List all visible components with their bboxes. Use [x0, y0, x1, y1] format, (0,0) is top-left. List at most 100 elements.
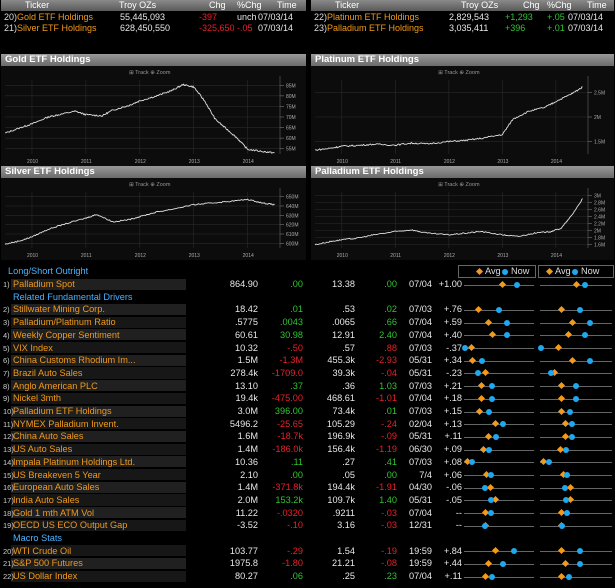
- correlation-value: -.06: [446, 482, 462, 493]
- chart-area[interactable]: ⊞ Track ⊕ Zoom 2010 2011 2012 2013 2014 2.5M 2M…: [311, 66, 614, 166]
- table-row[interactable]: 21) Silver ETF Holdings 628,450,550 -325,65…: [1, 23, 306, 34]
- row-name: Palladium Spot: [13, 279, 75, 289]
- now-marker: [587, 319, 594, 326]
- chart-area[interactable]: ⊞ Track ⊕ Zoom 2010 2011 2012 2013 2014 3M 2.8M…: [311, 178, 614, 260]
- silver-etf-chart: Silver ETF Holdings ⊞ Track ⊕ Zoom 2010 20…: [1, 166, 306, 260]
- last-value: 1.4M: [237, 444, 258, 455]
- series-line: [4, 83, 275, 154]
- range-line: [464, 322, 534, 324]
- monitor-row[interactable]: 9) Nickel 3mth 19.4k -475.00 468.61 -1.01 07/0…: [0, 392, 615, 405]
- now-marker: [573, 383, 579, 390]
- row-band: [11, 278, 186, 290]
- avg-marker: [572, 280, 580, 288]
- monitor-row[interactable]: 16) European Auto Sales 1.4M -371.8k 194.4k -…: [0, 481, 615, 494]
- monitor-row[interactable]: 5) VIX Index 10.32 -.50 .57 .88 07/03 -.37: [0, 342, 615, 355]
- avg-marker: [561, 432, 569, 440]
- monitor-row[interactable]: 11) NYMEX Palladium Invent. 5496.2 -25.65 10…: [0, 418, 615, 431]
- row-number: 10): [3, 407, 14, 416]
- last-value: 3.0M: [237, 406, 258, 416]
- range-line: [540, 462, 612, 464]
- track-zoom-controls[interactable]: ⊞ Track ⊕ Zoom: [438, 70, 480, 76]
- y-tick-label: 640M: [286, 204, 299, 210]
- row-name: European Auto Sales: [13, 482, 100, 493]
- zscore-change: -.03: [381, 507, 397, 518]
- row-number: 21): [4, 23, 18, 33]
- row-number: 23): [314, 23, 328, 33]
- monitor-row[interactable]: 12) China Auto Sales 1.6M -18.7k 196.9k -.09 0…: [0, 430, 615, 443]
- row-name: US Dollar Index: [13, 571, 78, 582]
- correlation-value: +.18: [443, 393, 462, 404]
- std-dev-value: 1.54: [337, 545, 355, 556]
- monitor-row[interactable]: 19) OECD US ECO Output Gap -3.52 -.10 3.16 -.…: [0, 519, 615, 532]
- now-marker: [499, 560, 506, 567]
- chart-area[interactable]: ⊞ Track ⊕ Zoom 2010 2011 2012 2013 2014 650M 64…: [1, 178, 306, 260]
- monitor-row[interactable]: 6) China Customs Rhodium Im... 1.5M -1.3M 45…: [0, 354, 615, 367]
- date-value: 07/04: [409, 571, 432, 582]
- monitor-row[interactable]: 8) Anglo American PLC 13.10 .37 .36 1.03 07/03…: [0, 380, 615, 393]
- pct-chg-value: +.01: [547, 23, 565, 33]
- zscore-change: -.09: [381, 431, 397, 442]
- monitor-row[interactable]: 7) Brazil Auto Sales 278.4k -1709.0 39.3k -.0…: [0, 367, 615, 380]
- row-number: 17): [3, 495, 14, 505]
- range-line: [540, 360, 612, 362]
- row-number: 11): [3, 419, 14, 429]
- now-marker: [581, 281, 588, 288]
- monitor-row[interactable]: 13) US Auto Sales 1.4M -186.0k 156.4k -1.19 06…: [0, 443, 615, 456]
- last-value: 11.22: [235, 507, 258, 518]
- change-value: .06: [290, 571, 303, 582]
- range-line: [540, 424, 612, 426]
- table-row[interactable]: 23) Palladium ETF Holdings 3,035,411 +396 +.…: [311, 23, 614, 34]
- header-ticker: Ticker: [25, 0, 50, 10]
- monitor-row[interactable]: 22) US Dollar Index 80.27 .06 .25 .23 07/04 +.1…: [0, 570, 615, 583]
- now-marker: [564, 510, 571, 517]
- now-marker: [489, 395, 495, 402]
- monitor-row[interactable]: 17) India Auto Sales 2.0M 153.2k 109.7k 1.40 0…: [0, 494, 615, 507]
- monitor-row[interactable]: 2) Stillwater Mining Corp. 18.42 .01 .53 .02 0…: [0, 303, 615, 316]
- y-tick-label: 75M: [286, 104, 296, 110]
- monitor-row[interactable]: 21) S&P 500 Futures 1975.8 -1.80 21.21 -.08 19…: [0, 557, 615, 570]
- monitor-row[interactable]: 18) Gold 1 mth ATM Vol 11.22 -.0320 .9211 -.0…: [0, 507, 615, 520]
- now-marker: [482, 522, 488, 529]
- range-line: [464, 563, 534, 565]
- std-dev-value: 109.7k: [327, 494, 355, 505]
- monitor-row[interactable]: 3) Palladium/Platinum Ratio .5775 .0043 .006…: [0, 316, 615, 329]
- monitor-row[interactable]: 20) WTI Crude Oil 103.77 -.29 1.54 -.19 19:59 +…: [0, 545, 615, 558]
- zscore-change: -1.01: [376, 393, 397, 404]
- row-band: [11, 494, 186, 506]
- correlation-value: +.44: [443, 558, 462, 569]
- track-zoom-controls[interactable]: ⊞ Track ⊕ Zoom: [438, 182, 480, 188]
- avg-marker: [477, 394, 486, 402]
- monitor-row[interactable]: 14) Impala Platinum Holdings Ltd. 10.36 .11…: [0, 456, 615, 469]
- table-row[interactable]: 22) Platinum ETF Holdings 2,829,543 +1,293 +…: [311, 12, 614, 23]
- row-number: 8): [3, 381, 10, 391]
- now-marker: [478, 357, 485, 364]
- monitor-row[interactable]: 1) Palladium Spot 864.90 .00 13.38 .00 07/04 +1…: [0, 278, 615, 291]
- monitor-row[interactable]: 10) Palladium ETF Holdings 3.0M 396.00 73.4k…: [0, 405, 615, 418]
- correlation-value: +.34: [443, 355, 462, 366]
- change-value: -.10: [287, 520, 303, 531]
- row-name: Impala Platinum Holdings Ltd.: [13, 456, 136, 467]
- monitor-row[interactable]: 15) US Breakeven 5 Year 2.10 .00 .05 .00 7/4 +.…: [0, 469, 615, 482]
- row-name: US Breakeven 5 Year: [13, 469, 101, 480]
- time-value: 07/03/14: [258, 23, 294, 33]
- zscore-change: -.19: [381, 545, 397, 556]
- table-row[interactable]: 20) Gold ETF Holdings 55,445,093 -397 unch 07…: [1, 12, 306, 23]
- range-line: [540, 513, 612, 515]
- chg-value: -397: [199, 12, 218, 22]
- y-tick-label: 2.4M: [594, 215, 605, 221]
- change-value: 30.98: [280, 329, 303, 340]
- range-line: [464, 360, 534, 362]
- y-tick-label: 610M: [286, 232, 299, 238]
- track-zoom-controls[interactable]: ⊞ Track ⊕ Zoom: [129, 70, 171, 76]
- row-number: 3): [3, 318, 10, 328]
- range-line: [540, 500, 612, 502]
- track-zoom-controls[interactable]: ⊞ Track ⊕ Zoom: [129, 182, 171, 188]
- pct-chg-value: -.05: [237, 23, 253, 33]
- date-value: 02/04: [409, 418, 432, 429]
- zscore-change: .23: [384, 571, 397, 582]
- zscore-change: -.24: [381, 418, 397, 429]
- chart-area[interactable]: ⊞ Track ⊕ Zoom 2010 2011 2012 2013 2014 85M 80M…: [1, 66, 306, 166]
- monitor-row[interactable]: 4) Weekly Copper Sentiment 60.61 30.98 12.91…: [0, 329, 615, 342]
- correlation-value: +.59: [443, 317, 462, 328]
- section-title: Related Fundamental Drivers: [13, 291, 133, 302]
